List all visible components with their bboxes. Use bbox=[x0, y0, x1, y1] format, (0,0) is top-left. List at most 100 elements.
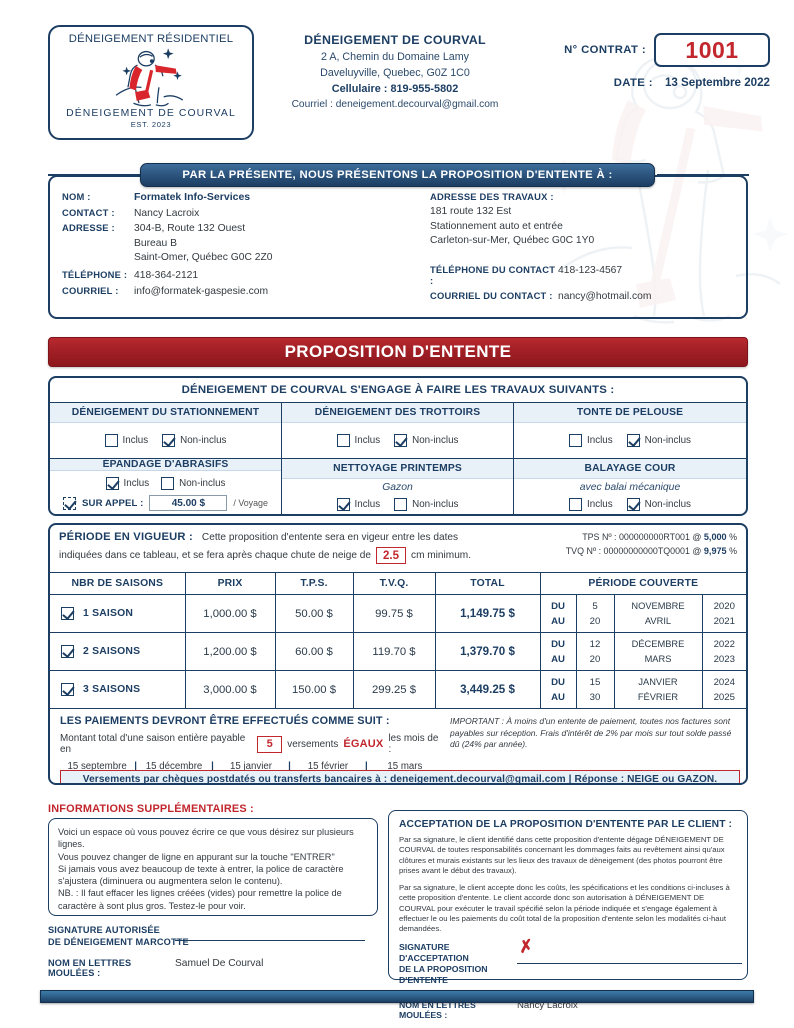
checkbox-checked-icon[interactable] bbox=[336, 497, 350, 511]
contract-date-label: DATE : bbox=[613, 76, 653, 89]
checkbox-checked-icon[interactable] bbox=[626, 497, 640, 511]
service-inclus-option[interactable]: Inclus bbox=[336, 434, 380, 447]
acceptance-signature-line[interactable] bbox=[517, 962, 742, 964]
checkbox-checked-icon[interactable] bbox=[162, 434, 176, 447]
client-phone-value[interactable]: 418-364-2121 bbox=[134, 270, 199, 281]
contract-number-box[interactable]: 1001 bbox=[654, 33, 770, 67]
acceptance-paragraph-1: Par sa signature, le client identifié da… bbox=[399, 835, 725, 875]
payment-month: 15 janvier bbox=[229, 761, 272, 772]
row-season-cell[interactable]: 2 SAISONS bbox=[50, 632, 186, 671]
client-contact-row: CONTACT : Nancy Lacroix bbox=[62, 207, 412, 219]
service-inclus-option[interactable]: Inclus bbox=[336, 497, 381, 511]
service-non-inclus-option[interactable]: Non-inclus bbox=[162, 434, 226, 447]
sur-appel-checkbox-icon[interactable] bbox=[63, 496, 77, 510]
checkbox-icon[interactable] bbox=[569, 434, 583, 447]
checkbox-icon[interactable] bbox=[569, 497, 583, 511]
service-non-inclus-option[interactable]: Non-inclus bbox=[394, 434, 458, 447]
service-inclus-option[interactable]: Inclus bbox=[104, 434, 148, 447]
service-cell-stationnement: DÉNEIGEMENT DU STATIONNEMENT Inclus Non-… bbox=[50, 403, 281, 459]
acceptance-printed-name-value[interactable]: Nancy Lacroix bbox=[517, 999, 578, 1011]
row-season-cell[interactable]: 3 SAISONS bbox=[50, 670, 186, 709]
sur-appel-label: SUR APPEL : bbox=[82, 497, 144, 509]
works-contact-email-value[interactable]: nancy@hotmail.com bbox=[558, 290, 652, 302]
service-non-inclus-label: Non-inclus bbox=[179, 477, 226, 489]
service-title: BALAYAGE COUR bbox=[514, 459, 746, 479]
season-checkbox-icon[interactable] bbox=[61, 607, 74, 620]
services-column-3: TONTE DE PELOUSE Inclus Non-inclus BALAY bbox=[514, 403, 746, 514]
acceptance-signature-row: SIGNATURE D'ACCEPTATION DE LA PROPOSITIO… bbox=[399, 936, 742, 986]
payments-left: LES PAIEMENTS DEVRONT ÊTRE EFFECTUÉS COM… bbox=[60, 715, 442, 772]
checkbox-checked-icon[interactable] bbox=[105, 476, 119, 490]
payments-count-field[interactable]: 5 bbox=[257, 735, 283, 753]
client-contact-value[interactable]: Nancy Lacroix bbox=[134, 207, 200, 219]
works-contact-phone-value[interactable]: 418-123-4567 bbox=[558, 265, 623, 276]
service-inclus-option[interactable]: Inclus bbox=[569, 434, 613, 447]
service-inclus-option[interactable]: Inclus bbox=[569, 497, 613, 511]
pricing-table-header-row: NBR DE SAISONS PRIX T.P.S. T.V.Q. TOTAL … bbox=[50, 572, 746, 595]
tps-percent: % bbox=[729, 532, 737, 542]
row-tvq: 299.25 $ bbox=[353, 670, 436, 709]
row-season-cell[interactable]: 1 SAISON bbox=[50, 594, 186, 633]
logo-est-text: EST. 2023 bbox=[130, 120, 172, 129]
table-row[interactable]: 2 SAISONS 1,200.00 $ 60.00 $ 119.70 $ 1,… bbox=[50, 632, 746, 671]
service-cell-trottoirs: DÉNEIGEMENT DES TROTTOIRS Inclus Non-inc… bbox=[282, 403, 513, 459]
client-name-row: NOM : Formatek Info-Services bbox=[62, 191, 412, 203]
contract-date-value[interactable]: 13 Septembre 2022 bbox=[664, 76, 770, 89]
period-text-2b: cm minimum. bbox=[411, 550, 472, 561]
client-address-line1[interactable]: 304-B, Route 132 Ouest bbox=[134, 223, 246, 234]
tvq-number[interactable]: 00000000000TQ0001 bbox=[603, 546, 690, 556]
client-address-line2[interactable]: Bureau B bbox=[134, 237, 177, 249]
row-tps: 60.00 $ bbox=[275, 632, 354, 671]
checkbox-checked-icon[interactable] bbox=[394, 434, 408, 447]
snow-threshold-field[interactable]: 2.5 bbox=[376, 547, 407, 564]
important-text: IMPORTANT : À moins d'un entente de paie… bbox=[450, 716, 732, 750]
payments-sentence: Montant total d'une saison entière payab… bbox=[60, 733, 442, 755]
pricing-table: NBR DE SAISONS PRIX T.P.S. T.V.Q. TOTAL … bbox=[50, 572, 746, 709]
service-non-inclus-option[interactable]: Non-inclus bbox=[626, 434, 691, 447]
table-row[interactable]: 3 SAISONS 3,000.00 $ 150.00 $ 299.25 $ 3… bbox=[50, 670, 746, 709]
works-address-line3[interactable]: Carleton-sur-Mer, Québec G0C 1Y0 bbox=[430, 235, 595, 246]
services-grid: DÉNEIGEMENT DU STATIONNEMENT Inclus Non-… bbox=[50, 403, 746, 514]
tps-line: TPS Nº : 000000000RT001 @ 5,000 % bbox=[566, 532, 737, 542]
service-inclus-label: Inclus bbox=[123, 477, 150, 489]
season-checkbox-icon[interactable] bbox=[61, 683, 74, 696]
authorized-signature-line[interactable] bbox=[175, 940, 365, 941]
client-address-line3[interactable]: Saint-Omer, Québec G0C 2Z0 bbox=[134, 252, 273, 263]
row-duau: DU AU bbox=[540, 632, 577, 671]
contract-number-row: N° CONTRAT : 1001 bbox=[520, 33, 770, 67]
client-name-value[interactable]: Formatek Info-Services bbox=[134, 191, 251, 203]
payment-month: 15 décembre bbox=[145, 761, 203, 772]
table-row[interactable]: 1 SAISON 1,000.00 $ 50.00 $ 99.75 $ 1,14… bbox=[50, 594, 746, 633]
checkbox-icon[interactable] bbox=[394, 497, 408, 511]
service-non-inclus-option[interactable]: Non-inclus bbox=[626, 497, 691, 511]
service-inclus-label: Inclus bbox=[354, 498, 381, 510]
season-checkbox-icon[interactable] bbox=[61, 645, 74, 658]
acceptance-signature-label-1: SIGNATURE D'ACCEPTATION bbox=[399, 941, 469, 963]
payments-text-b: versements bbox=[287, 738, 339, 750]
services-section: DÉNEIGEMENT DE COURVAL S'ENGAGE À FAIRE … bbox=[48, 376, 748, 516]
contract-date-row: DATE : 13 Septembre 2022 bbox=[520, 76, 770, 89]
extra-info-box[interactable]: Voici un espace où vous pouvez écrire ce… bbox=[48, 818, 378, 916]
authorized-signature-block: SIGNATURE AUTORISÉE DE DÉNEIGEMENT MARCO… bbox=[48, 925, 378, 948]
company-name: DÉNEIGEMENT DE COURVAL bbox=[304, 33, 486, 47]
service-note: avec balai mécanique bbox=[579, 482, 681, 493]
service-non-inclus-option[interactable]: Non-inclus bbox=[161, 476, 226, 490]
payment-month: 15 septembre bbox=[67, 761, 127, 772]
checkbox-icon[interactable] bbox=[161, 476, 175, 490]
checkbox-checked-icon[interactable] bbox=[626, 434, 640, 447]
client-email-value[interactable]: info@formatek-gaspesie.com bbox=[134, 285, 269, 297]
service-non-inclus-option[interactable]: Non-inclus bbox=[394, 497, 458, 511]
works-address-line2[interactable]: Stationnement auto et entrée bbox=[430, 220, 563, 232]
tps-rate[interactable]: 5,000 bbox=[703, 532, 727, 542]
sur-appel-price-field[interactable]: 45.00 $ bbox=[149, 495, 228, 511]
checkbox-icon[interactable] bbox=[104, 434, 118, 447]
checkbox-icon[interactable] bbox=[336, 434, 350, 447]
service-non-inclus-label: Non-inclus bbox=[644, 435, 691, 446]
logo-bottom-text: DÉNEIGEMENT DE COURVAL bbox=[66, 108, 236, 119]
works-address-line1[interactable]: 181 route 132 Est bbox=[430, 206, 512, 217]
service-inclus-option[interactable]: Inclus bbox=[105, 476, 150, 490]
tvq-rate[interactable]: 9,975 bbox=[703, 546, 727, 556]
tps-number[interactable]: 000000000RT001 bbox=[619, 532, 690, 542]
authorized-printed-name-value[interactable]: Samuel De Courval bbox=[175, 958, 264, 969]
tvq-percent: % bbox=[729, 546, 737, 556]
